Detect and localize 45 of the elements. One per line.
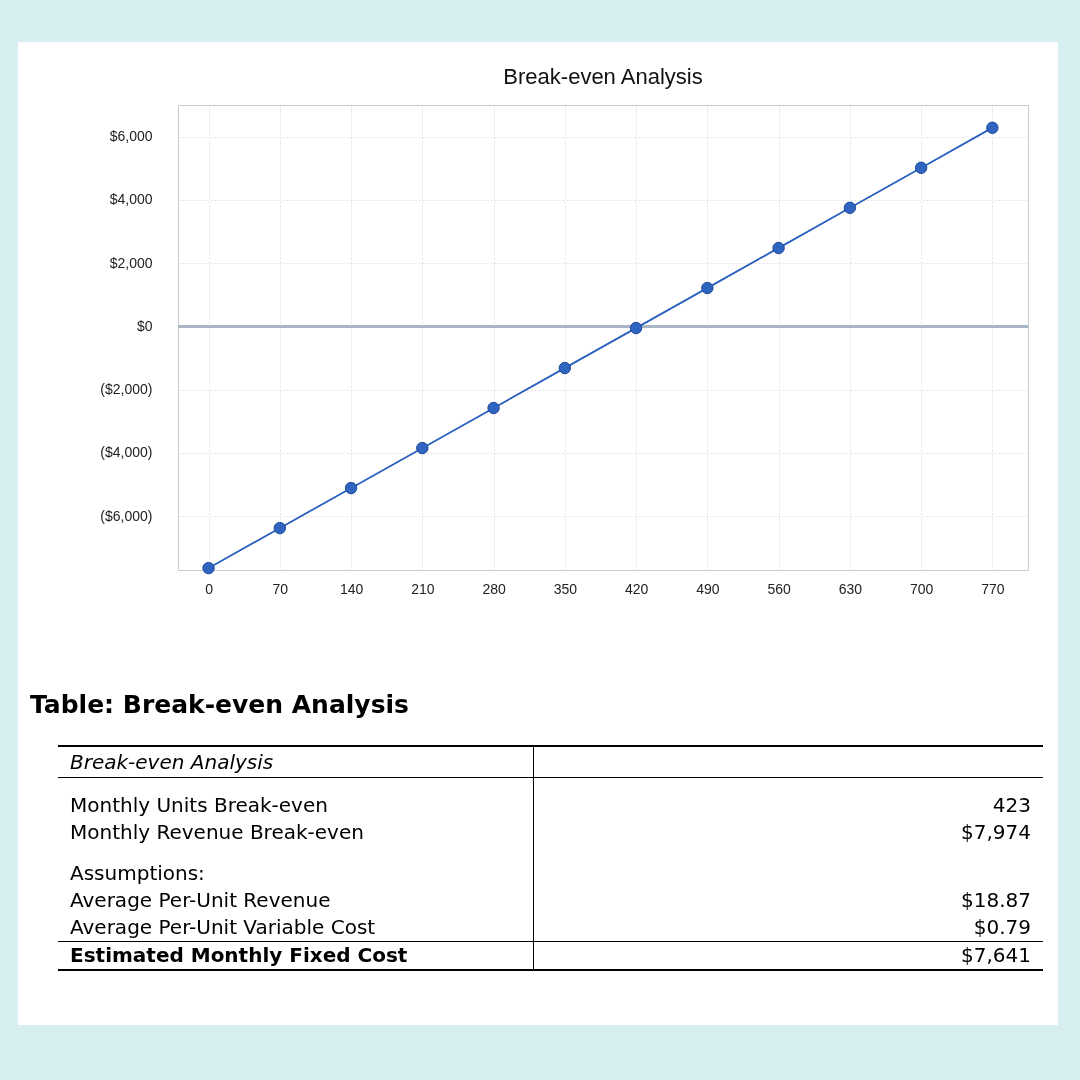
y-tick-label: $4,000 (109, 191, 153, 208)
text: $7,974 (533, 819, 1043, 846)
chart-title: Break-even Analysis (503, 64, 703, 89)
text: $0.79 (533, 914, 1043, 942)
point (629, 321, 643, 335)
point (701, 281, 714, 295)
y-tick-label: $2,000 (109, 254, 153, 271)
y-tick-label: ($4,000) (100, 444, 153, 461)
x-tick-label: 490 (696, 580, 720, 597)
x-tick-label: 70 (272, 580, 289, 597)
point (416, 441, 429, 455)
point (202, 561, 215, 575)
x-tick-label: 770 (981, 580, 1005, 597)
x-tick-label: 630 (838, 580, 863, 597)
point (344, 481, 358, 495)
y-tick-label: ($2,000) (100, 381, 153, 398)
text: Average Per-Unit Variable Cost (69, 914, 377, 941)
point (487, 401, 500, 415)
y-tick-label: ($6,000) (100, 507, 153, 524)
text: Average Per-Unit Revenue (69, 887, 332, 914)
point (772, 241, 785, 255)
text: $7,641 (533, 941, 1043, 970)
text: Break-even Analysis (69, 749, 275, 776)
y-tick-label: $6,000 (109, 128, 153, 145)
text: Table: Break-even Analysis (30, 690, 410, 719)
x-tick-label: 700 (909, 580, 934, 597)
text: Assumptions: (69, 860, 206, 887)
text: Estimated Monthly Fixed Cost (69, 942, 409, 969)
text: $18.87 (533, 887, 1043, 914)
point (914, 161, 928, 174)
text: 423 (533, 792, 1043, 819)
x-tick-label: 140 (339, 580, 364, 597)
text: Monthly Units Break-even (69, 792, 329, 819)
x-tick-label: 420 (624, 580, 649, 597)
point (986, 121, 999, 134)
y-tick-label: $0 (136, 317, 153, 334)
x-tick-label: 350 (553, 580, 578, 597)
x-tick-label: 280 (482, 580, 506, 597)
point (273, 521, 286, 535)
text: Monthly Revenue Break-even (69, 819, 365, 846)
x-tick-label: 0 (205, 580, 214, 597)
point (843, 201, 857, 214)
x-tick-label: 210 (411, 580, 435, 597)
point (558, 361, 572, 375)
x-tick-label: 560 (767, 580, 791, 597)
